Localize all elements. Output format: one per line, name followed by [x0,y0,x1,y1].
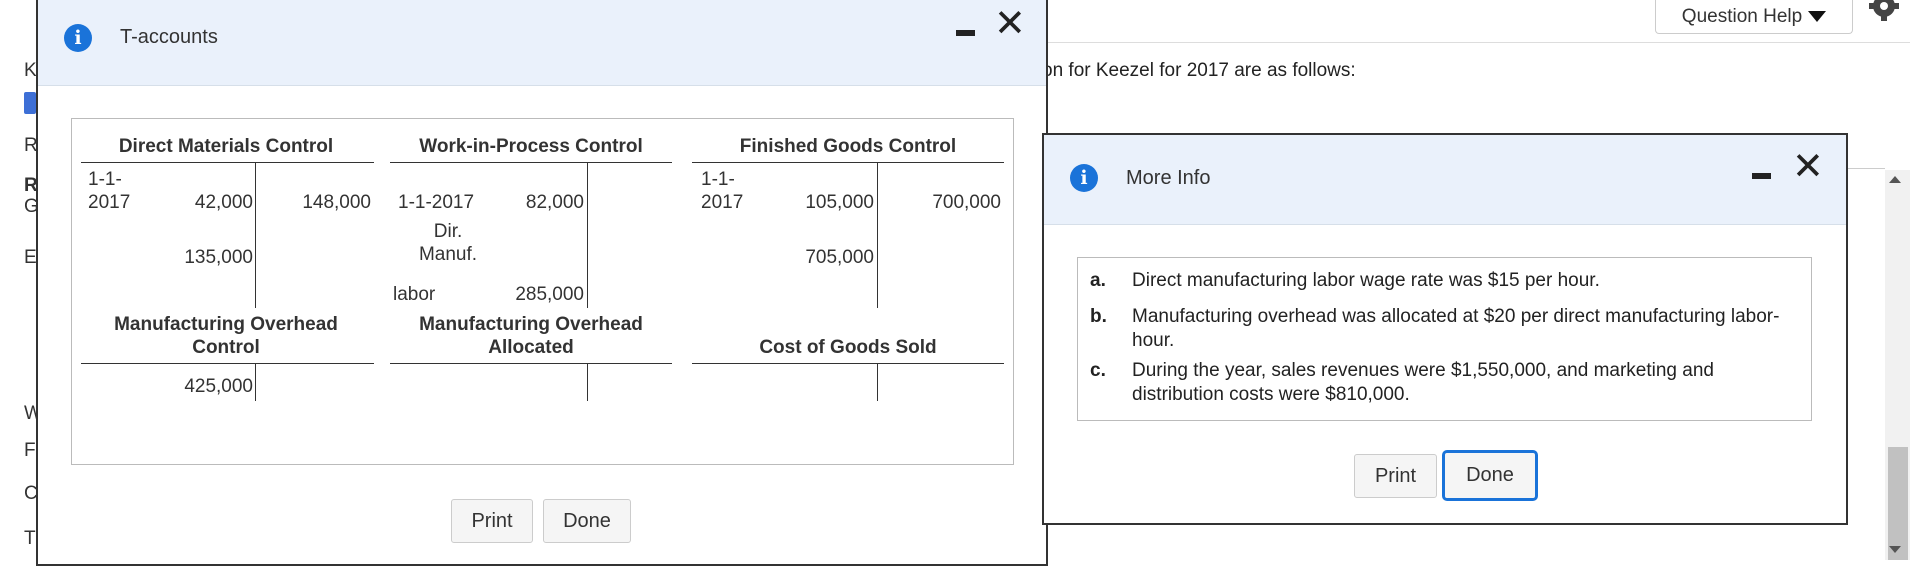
account-cell: labor [393,284,436,305]
side-letter: R [24,135,38,156]
account-title: Manufacturing Overhead Control [114,314,338,358]
account-cell: 82,000 [525,192,584,213]
account-rule [390,162,672,163]
item-label: b. [1090,306,1107,327]
side-letter: C [24,483,38,504]
item-label: c. [1090,360,1106,381]
item-text: During the year, sales revenues were $1,… [1132,360,1714,405]
account-divider [587,162,588,308]
print-button[interactable]: Print [1354,454,1437,498]
account-title: Finished Goods Control [739,136,957,157]
info-icon: i [1070,164,1098,192]
account-divider [877,363,878,401]
side-letter: T [24,528,36,549]
account-cell: 135,000 [184,247,253,268]
info-icon: i [64,24,92,52]
account-divider [877,162,878,308]
account-rule [81,363,374,364]
account-cell: Dir. Manuf. [418,221,478,265]
dialog-title: T-accounts [120,26,218,48]
account-title: Work-in-Process Control [419,136,643,157]
account-divider [255,162,256,308]
side-letter: R [24,175,38,196]
account-rule [81,162,374,163]
scroll-up-icon[interactable] [1889,176,1901,183]
done-button[interactable]: Done [1442,450,1538,501]
side-letter: K [24,60,37,81]
account-cell: 700,000 [932,192,1001,213]
account-cell: 1-1- 2017 [88,169,131,213]
item-text: Direct manufacturing labor wage rate was… [1132,270,1600,291]
side-letter: G [24,196,39,217]
instructions-text: on for Keezel for 2017 are as follows: [1042,60,1356,81]
more-info-list: a. Direct manufacturing labor wage rate … [1077,257,1812,421]
account-cell: 148,000 [302,192,371,213]
account-cell: 285,000 [515,284,584,305]
account-divider [255,363,256,401]
question-help-label: Question Help [1681,5,1803,27]
document-icon[interactable] [24,92,36,114]
dialog-title: More Info [1126,167,1211,189]
dialog-header [1044,135,1846,225]
item-label: a. [1090,270,1106,291]
question-help-button[interactable]: Question Help [1655,0,1853,34]
account-cell: 705,000 [805,247,874,268]
account-title: Direct Materials Control [118,136,334,157]
print-button[interactable]: Print [451,499,533,543]
close-icon[interactable]: ✕ [1792,144,1824,188]
account-cell: 1-1- 2017 [701,169,744,213]
chevron-down-icon [1808,11,1827,22]
t-accounts-panel [71,118,1014,465]
gear-icon[interactable] [1865,0,1903,28]
account-cell: 425,000 [184,376,253,397]
account-rule [390,363,672,364]
minimize-icon[interactable] [956,30,975,36]
done-button[interactable]: Done [543,499,631,543]
dialog-header [38,0,1046,86]
minimize-icon[interactable] [1752,173,1771,179]
close-icon[interactable]: ✕ [994,1,1026,45]
account-rule [692,162,1004,163]
account-rule [692,363,1004,364]
item-text: Manufacturing overhead was allocated at … [1132,306,1780,351]
account-title: Cost of Goods Sold [759,337,937,358]
more-info-dialog: i More Info ✕ [1042,133,1848,525]
scrollbar-thumb[interactable] [1888,447,1908,560]
header-divider [1046,42,1910,43]
account-cell: 1-1-2017 [398,192,475,213]
side-letter: E [24,247,37,268]
account-cell: 105,000 [805,192,874,213]
side-letter: F [24,440,36,461]
account-divider [587,363,588,401]
scroll-down-icon[interactable] [1889,546,1901,553]
account-title: Manufacturing Overhead Allocated [419,314,643,358]
account-cell: 42,000 [194,192,253,213]
